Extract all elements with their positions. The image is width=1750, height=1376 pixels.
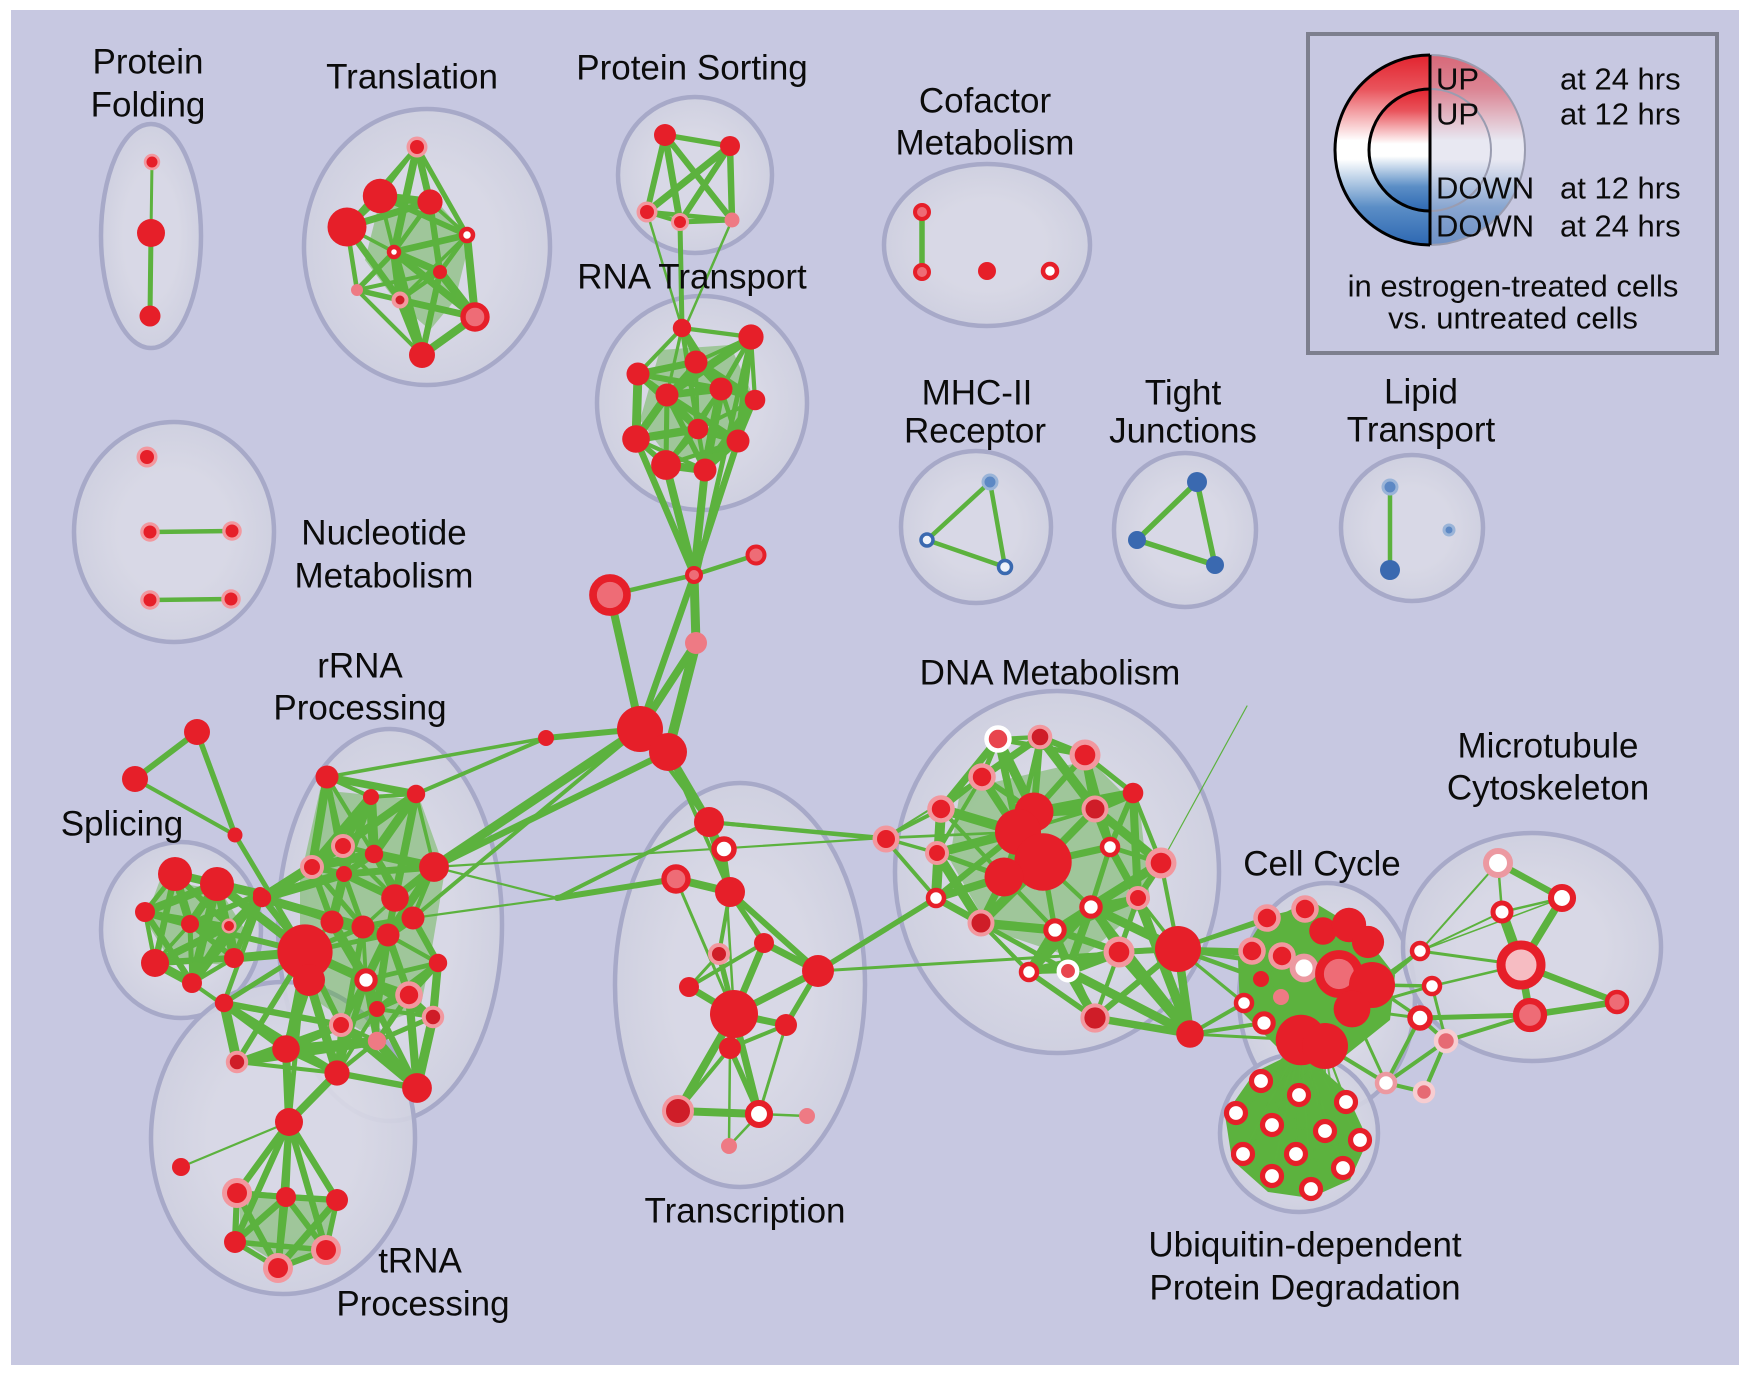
svg-text:rRNA: rRNA [317, 647, 403, 686]
svg-text:Transcription: Transcription [645, 1192, 846, 1231]
svg-text:Junctions: Junctions [1109, 412, 1257, 451]
svg-text:Transport: Transport [1347, 411, 1496, 450]
svg-text:Protein Sorting: Protein Sorting [576, 49, 808, 88]
svg-text:DOWN: DOWN [1436, 171, 1534, 206]
svg-text:MHC-II: MHC-II [922, 374, 1033, 413]
svg-text:Tight: Tight [1145, 374, 1222, 413]
svg-text:Folding: Folding [91, 86, 206, 125]
svg-text:Protein Degradation: Protein Degradation [1149, 1269, 1460, 1308]
svg-text:Translation: Translation [326, 58, 498, 97]
svg-text:Cytoskeleton: Cytoskeleton [1447, 769, 1649, 808]
svg-text:at 12 hrs: at 12 hrs [1560, 97, 1681, 132]
svg-text:at 24 hrs: at 24 hrs [1560, 62, 1681, 97]
svg-text:DNA Metabolism: DNA Metabolism [920, 654, 1181, 693]
svg-text:DOWN: DOWN [1436, 209, 1534, 244]
svg-text:Microtubule: Microtubule [1458, 727, 1639, 766]
svg-text:Metabolism: Metabolism [295, 557, 474, 596]
svg-text:Splicing: Splicing [61, 805, 184, 844]
svg-text:RNA Transport: RNA Transport [577, 258, 807, 297]
svg-text:at 12 hrs: at 12 hrs [1560, 171, 1681, 206]
svg-text:Receptor: Receptor [904, 412, 1046, 451]
svg-text:tRNA: tRNA [378, 1242, 462, 1281]
svg-text:in estrogen-treated cells: in estrogen-treated cells [1348, 269, 1679, 304]
svg-text:UP: UP [1436, 97, 1479, 132]
svg-text:at 24 hrs: at 24 hrs [1560, 209, 1681, 244]
svg-text:Ubiquitin-dependent: Ubiquitin-dependent [1148, 1226, 1462, 1265]
svg-text:Protein: Protein [93, 43, 204, 82]
svg-text:Cofactor: Cofactor [919, 82, 1052, 121]
svg-text:Lipid: Lipid [1384, 373, 1458, 412]
svg-text:UP: UP [1436, 62, 1479, 97]
svg-text:Nucleotide: Nucleotide [301, 514, 466, 553]
svg-text:vs. untreated cells: vs. untreated cells [1388, 301, 1638, 336]
svg-text:Processing: Processing [273, 689, 446, 728]
svg-text:Metabolism: Metabolism [896, 124, 1075, 163]
svg-text:Processing: Processing [336, 1285, 509, 1324]
svg-text:Cell Cycle: Cell Cycle [1243, 845, 1401, 884]
